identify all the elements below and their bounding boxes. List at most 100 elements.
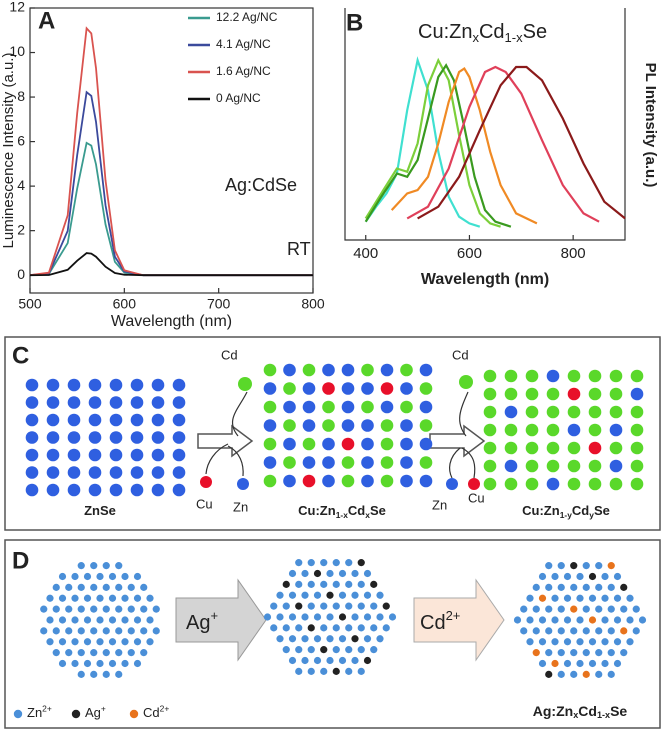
atom (283, 419, 296, 432)
atom (313, 613, 322, 621)
atom (588, 616, 597, 624)
atom (376, 613, 384, 621)
atom (77, 605, 85, 613)
atom (632, 627, 640, 635)
atom (288, 569, 297, 578)
atom (313, 569, 322, 578)
atom (283, 474, 296, 488)
atom (468, 478, 480, 490)
atom (557, 649, 565, 657)
atom (595, 562, 603, 570)
atom (40, 627, 48, 635)
atom-label: Zn (233, 499, 248, 514)
atom (545, 670, 553, 678)
product-label-part: Se (610, 703, 627, 719)
atom (388, 613, 397, 621)
atom (525, 441, 539, 455)
atom (288, 635, 297, 643)
x-tick-label: 500 (18, 296, 42, 312)
atom (582, 649, 590, 657)
atom (504, 441, 518, 455)
atom (108, 638, 117, 646)
atom (332, 580, 340, 588)
atom (127, 605, 135, 613)
atom (613, 594, 622, 602)
atom (338, 591, 347, 599)
atom (332, 559, 340, 567)
stage-label: Cu:Zn1-yCdySe (522, 503, 610, 520)
atom (67, 396, 81, 409)
atom (302, 382, 316, 395)
legend-label-part: Cd (143, 705, 160, 720)
panel-label: B (346, 9, 363, 36)
atom (588, 441, 602, 455)
atom (341, 363, 355, 377)
atom (380, 363, 394, 377)
atom (588, 477, 602, 491)
atom (570, 562, 578, 570)
atom (525, 477, 539, 491)
atom (90, 649, 98, 657)
atom (630, 423, 644, 437)
atom (88, 396, 102, 409)
atom (620, 627, 628, 635)
atom (588, 659, 597, 668)
atom (320, 559, 328, 567)
atom-label: Cu (196, 496, 213, 511)
atom (88, 483, 102, 497)
flow-arrow (232, 391, 248, 437)
atom (313, 656, 322, 665)
atom (263, 400, 277, 414)
atom (326, 656, 334, 665)
atom (270, 602, 278, 610)
stage-label-part: 1-x (336, 510, 349, 520)
panel-c-frame (4, 336, 661, 531)
atom (483, 387, 497, 401)
atom (351, 569, 359, 578)
atom (419, 419, 433, 432)
atom (338, 635, 347, 643)
atom (483, 441, 497, 455)
atom (576, 659, 584, 668)
atom (609, 387, 623, 401)
atom (172, 483, 186, 497)
atom (546, 405, 560, 419)
atom (546, 441, 560, 455)
atom (121, 616, 129, 624)
atom-label: Zn (432, 497, 447, 512)
atom (326, 591, 334, 599)
flow-arrow (461, 447, 476, 479)
atom (151, 483, 165, 497)
atom (115, 649, 123, 657)
atom (576, 594, 584, 602)
atom (320, 624, 328, 632)
atom (88, 431, 102, 444)
line (364, 63, 512, 228)
atom (152, 627, 160, 635)
atom (46, 413, 60, 427)
atom (83, 572, 92, 581)
atom (25, 431, 39, 444)
atom (607, 562, 615, 570)
atom (538, 638, 547, 646)
atom (582, 583, 590, 591)
atom (67, 378, 81, 392)
atom (109, 378, 123, 392)
atom (546, 423, 560, 437)
atom (108, 594, 117, 602)
atom (361, 363, 374, 377)
atom (283, 456, 296, 469)
atom (345, 559, 353, 567)
atom (295, 624, 303, 632)
atom (380, 400, 394, 414)
atom (557, 670, 565, 678)
y-tick-label: 6 (17, 132, 25, 148)
atom (46, 483, 60, 497)
atom (96, 594, 104, 602)
atom (376, 591, 384, 599)
atom (400, 456, 413, 469)
atom (302, 456, 316, 469)
atom (67, 466, 81, 479)
x-tick-label: 600 (113, 296, 137, 312)
y-tick-label: 8 (17, 88, 25, 104)
